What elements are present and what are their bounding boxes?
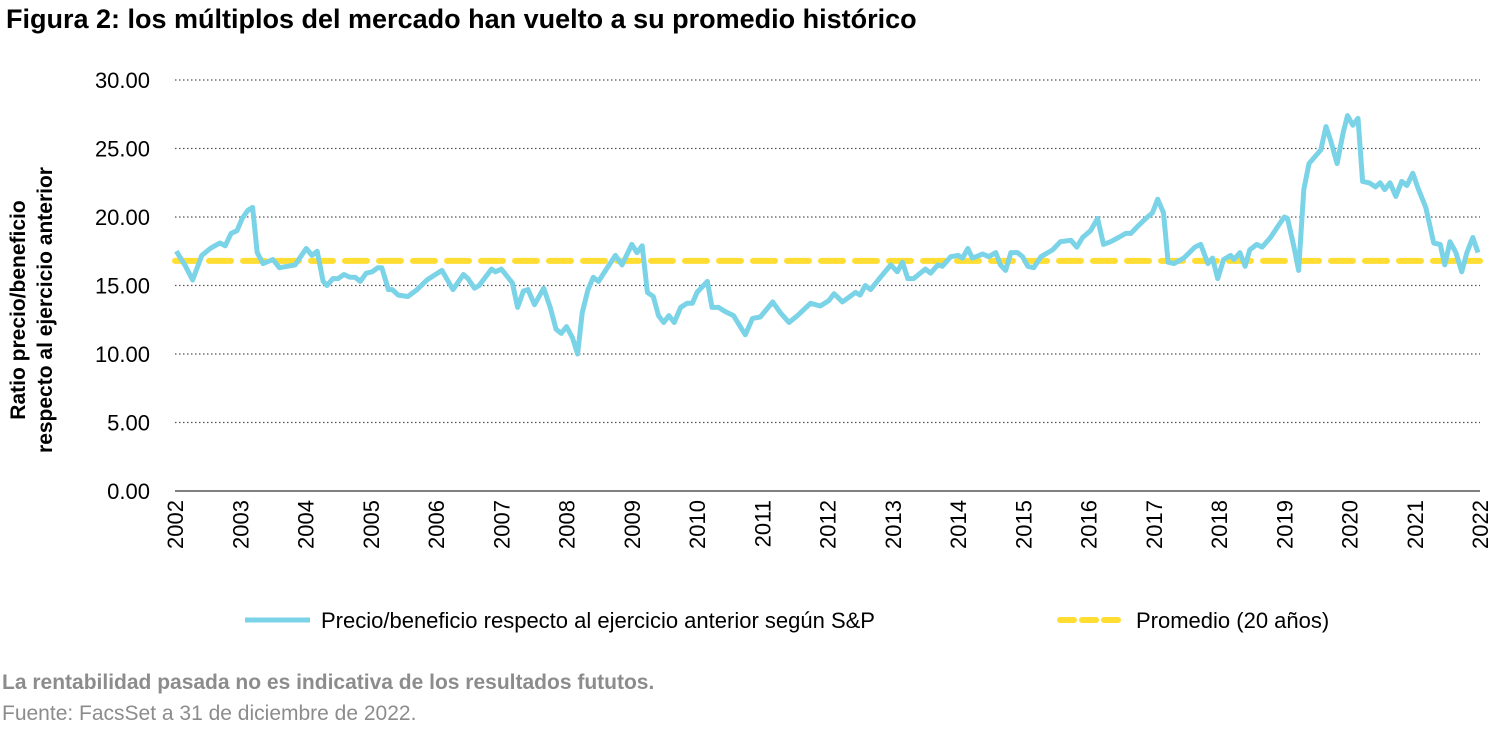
y-tick-labels: 0.00 5.00 10.00 15.00 20.00 25.00 30.00 [95,68,150,504]
x-tick-label: 2020 [1338,500,1363,549]
x-tick-label: 2005 [359,500,384,549]
x-tick-labels: 2002 2003 2004 2005 2006 2007 2008 2009 2010 2011… [163,500,1493,549]
y-axis-title-line1: Ratio precio/beneficio [7,200,30,419]
x-tick-label: 2021 [1403,500,1428,549]
y-axis-title-line2: respecto al ejercicio anterior [34,167,57,453]
source-note: Fuente: FacsSet a 31 de diciembre de 202… [2,702,417,725]
y-tick-label: 10.00 [95,342,150,367]
y-tick-label: 20.00 [95,205,150,230]
x-tick-label: 2012 [816,500,841,549]
x-tick-label: 2022 [1468,500,1493,549]
y-tick-label: 5.00 [107,411,150,436]
x-tick-label: 2008 [555,500,580,549]
x-tick-label: 2014 [946,500,971,549]
legend-label-pe: Precio/beneficio respecto al ejercicio a… [321,608,875,633]
x-tick-label: 2007 [489,500,514,549]
x-tick-label: 2002 [163,500,188,549]
x-tick-label: 2006 [424,500,449,549]
x-tick-label: 2010 [685,500,710,549]
legend: Precio/beneficio respecto al ejercicio a… [245,608,1329,633]
x-tick-label: 2004 [294,500,319,549]
x-tick-label: 2019 [1272,500,1297,549]
y-tick-label: 15.00 [95,274,150,299]
gridlines [175,79,1480,424]
x-tick-label: 2017 [1142,500,1167,549]
chart-title: Figura 2: los múltiplos del mercado han … [6,4,917,34]
x-tick-label: 2011 [750,500,775,547]
y-tick-label: 0.00 [107,479,150,504]
disclaimer-note: La rentabilidad pasada no es indicativa … [2,671,655,694]
y-tick-label: 30.00 [95,68,150,93]
y-tick-label: 25.00 [95,137,150,162]
x-tick-label: 2009 [620,500,645,549]
legend-label-average: Promedio (20 años) [1136,608,1329,633]
x-tick-label: 2013 [881,500,906,549]
x-tick-label: 2018 [1207,500,1232,549]
x-tick-label: 2003 [228,500,253,549]
x-tick-label: 2015 [1011,500,1036,549]
pe-ratio-series-line [174,113,1481,357]
x-tick-label: 2016 [1077,500,1102,549]
